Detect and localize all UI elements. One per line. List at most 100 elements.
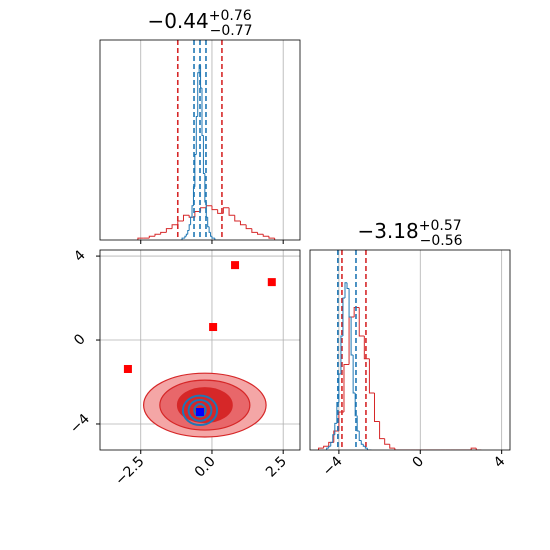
hist-step: [360, 440, 364, 445]
hist-step: [368, 358, 375, 394]
contour: [187, 398, 213, 422]
hist-step: [373, 393, 380, 422]
x-tick-label: −2.5: [112, 454, 147, 489]
hist-step: [358, 431, 362, 441]
hist-step: [338, 373, 341, 403]
hist-group: [137, 40, 276, 240]
hist-step: [211, 236, 214, 239]
hist-step: [354, 393, 358, 417]
title-value: −0.44: [147, 9, 208, 33]
panel-frame: [99, 39, 301, 241]
hist-step: [245, 224, 252, 230]
panel-frame: [309, 249, 511, 451]
panel-title: −3.18+0.57 −0.56: [357, 218, 462, 249]
title-upper: +0.57: [419, 218, 462, 234]
contour: [193, 403, 207, 418]
hist-step: [379, 421, 385, 440]
panel-title: −0.44+0.76 −0.77: [147, 8, 252, 39]
y-tick-label: 0: [71, 331, 89, 349]
title-lower: −0.56: [420, 233, 463, 249]
hist-step: [332, 434, 335, 443]
hist-step: [182, 214, 190, 221]
marker: [196, 408, 204, 417]
hist-step: [239, 221, 247, 226]
hist-step: [363, 336, 370, 360]
hist-step: [188, 215, 195, 218]
contour: [176, 387, 233, 424]
x-tick-label: −4: [320, 453, 346, 479]
hist-step: [184, 235, 187, 239]
hist-step: [334, 422, 337, 435]
hist-step: [181, 237, 184, 240]
hist-step: [188, 224, 191, 231]
hist-step: [364, 446, 368, 449]
hist-step: [262, 234, 269, 237]
contour: [181, 394, 219, 427]
hist-step: [195, 116, 198, 155]
hist-step: [352, 355, 356, 394]
hist-step: [205, 205, 212, 208]
hist-step: [214, 238, 217, 240]
title-lower: −0.77: [210, 23, 253, 39]
hist-step: [350, 317, 354, 356]
marker: [123, 364, 132, 373]
hist-step: [366, 448, 370, 450]
hist-step: [362, 444, 366, 447]
hist-step: [348, 288, 352, 318]
marker: [231, 261, 240, 270]
hist-step: [328, 441, 334, 447]
hist-step: [328, 445, 331, 449]
x-tick-label: 4: [491, 453, 509, 471]
hist-step: [344, 282, 348, 298]
hist-step: [318, 447, 324, 450]
hist-step: [251, 228, 258, 233]
hist-step: [154, 233, 161, 237]
hist-step: [194, 211, 201, 218]
hist-step: [171, 224, 178, 229]
hist-step: [217, 209, 224, 214]
hist-step: [340, 335, 343, 374]
hist-step: [202, 135, 205, 174]
hist-step: [257, 232, 264, 235]
hist-step: [389, 444, 395, 449]
x-tick-label: 2.5: [263, 454, 290, 481]
hist-step: [228, 207, 235, 216]
hist-step: [330, 441, 333, 447]
y-tick-label: −4: [67, 411, 93, 437]
title-upper: +0.76: [209, 8, 252, 24]
title-value: −3.18: [357, 219, 418, 243]
hist-step: [343, 364, 350, 412]
hist-step: [342, 297, 345, 336]
hist-step: [137, 237, 144, 240]
hist-step: [268, 236, 275, 239]
hist-step: [201, 88, 204, 136]
hist-step: [160, 231, 167, 235]
marker: [267, 278, 276, 287]
hist-step: [208, 226, 211, 233]
hist-step: [384, 438, 390, 445]
hist-step: [194, 154, 197, 187]
hist-step: [323, 445, 329, 449]
hist-step: [475, 448, 482, 450]
hist-step: [185, 233, 188, 237]
marker: [209, 323, 218, 332]
hist-step: [353, 307, 360, 317]
hist-step: [177, 220, 184, 225]
hist-step: [207, 217, 210, 228]
hist-step: [211, 205, 218, 211]
hist-step: [234, 215, 241, 222]
hist-step: [222, 207, 230, 214]
hist-step: [197, 72, 200, 117]
hist-step: [190, 216, 193, 225]
hist-step: [394, 448, 400, 450]
hist-step: [346, 282, 350, 289]
panel-frame: [99, 249, 301, 451]
hist-step: [148, 235, 155, 239]
hist-group: [318, 250, 482, 450]
x-tick-label: 0: [409, 454, 427, 472]
hist-step: [470, 447, 477, 450]
hist-step: [165, 228, 173, 233]
hist-step: [326, 447, 329, 450]
plot-2d: [123, 261, 276, 438]
